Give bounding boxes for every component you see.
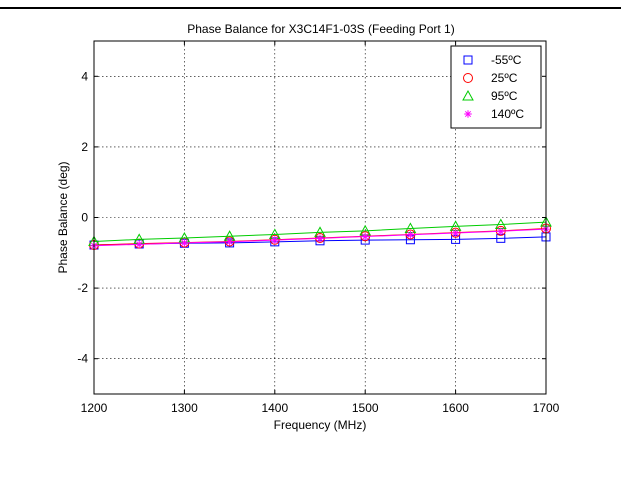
series-layer	[88, 216, 552, 251]
data-point	[451, 229, 460, 237]
x-tick-label: 1400	[261, 401, 288, 415]
data-point	[271, 236, 279, 244]
data-point	[135, 240, 143, 249]
y-tick-label: 0	[81, 211, 88, 225]
legend-label: 25ºC	[491, 71, 518, 85]
axis-ticks: 1200 1300 1400 1500 1600 1700 -4 -2 0 2 4	[77, 41, 560, 415]
data-point	[406, 230, 415, 239]
y-tick-label: -4	[77, 352, 88, 366]
series-line	[93, 221, 547, 243]
chart-title: Phase Balance for X3C14F1-03S (Feeding P…	[187, 22, 454, 36]
legend-label: -55ºC	[491, 53, 522, 67]
legend-marker	[463, 73, 473, 83]
data-point	[316, 234, 324, 243]
data-point	[361, 232, 369, 241]
legend-label: 95ºC	[491, 89, 518, 103]
top-rule	[0, 7, 621, 9]
y-axis-label: Phase Balance (deg)	[56, 161, 70, 273]
legend-marker	[462, 89, 474, 101]
x-tick-label: 1200	[81, 401, 108, 415]
x-axis-label: Frequency (MHz)	[274, 418, 367, 432]
legend-marker	[464, 110, 472, 118]
x-tick-label: 1500	[352, 401, 379, 415]
y-tick-label: -2	[77, 281, 88, 295]
legend: -55ºC 25ºC 95ºC 140ºC	[450, 45, 542, 129]
data-point	[225, 238, 234, 246]
data-point	[497, 227, 505, 236]
x-tick-label: 1300	[171, 401, 198, 415]
series-3	[90, 225, 550, 250]
x-tick-label: 1600	[442, 401, 469, 415]
y-tick-label: 2	[81, 140, 88, 154]
y-tick-label: 4	[81, 69, 88, 83]
legend-marker	[463, 55, 473, 65]
data-point	[180, 239, 189, 247]
x-tick-label: 1700	[533, 401, 560, 415]
legend-label: 140ºC	[491, 107, 524, 121]
